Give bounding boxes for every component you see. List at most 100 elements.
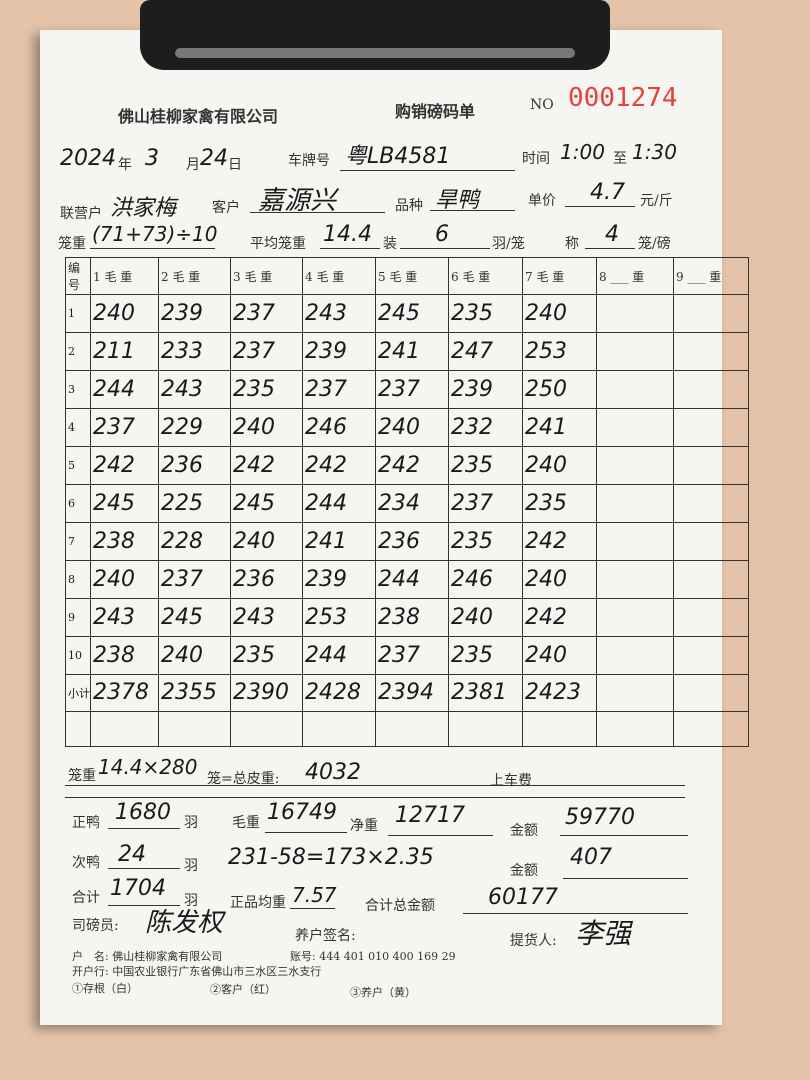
scale-value: 4 — [605, 222, 619, 247]
good-duck-label: 正鸭 — [72, 815, 100, 831]
clipboard-clip — [140, 0, 610, 70]
weight-cell — [596, 522, 674, 561]
weight-cell: 238 — [375, 598, 449, 637]
weight-cell: 244 — [302, 636, 376, 675]
weight-cell: 240 — [158, 636, 231, 675]
weight-cell: 235 — [230, 370, 303, 409]
amount-label-1: 金额 — [510, 823, 538, 839]
weight-cell — [673, 446, 749, 485]
weight-cell: 240 — [522, 446, 597, 485]
weight-cell — [673, 598, 749, 637]
weight-cell — [673, 370, 749, 409]
cage-weight-value: (71+73)÷10 — [92, 222, 218, 246]
picker-label: 提货人: — [510, 933, 557, 949]
variety-value: 旱鸭 — [435, 188, 480, 213]
weight-cell: 242 — [230, 446, 303, 485]
time-label: 时间 — [522, 151, 550, 167]
time-to: 1:30 — [632, 140, 677, 164]
table-row — [65, 711, 749, 747]
row-number: 6 — [65, 484, 91, 523]
weight-cell: 2390 — [230, 674, 303, 712]
row-number: 5 — [65, 446, 91, 485]
weight-cell: 240 — [90, 294, 159, 333]
plate-value: 粤LB4581 — [345, 144, 451, 169]
price-value: 4.7 — [590, 180, 625, 205]
table-row: 3 244 243 235 237 237 239 250 — [65, 370, 749, 409]
weight-cell — [302, 711, 376, 747]
weight-cell — [673, 484, 749, 523]
account-name: 户 名: 佛山桂柳家禽有限公司 — [72, 950, 223, 963]
day-label: 日 — [228, 157, 242, 173]
total-label: 合计 — [72, 890, 100, 906]
weight-cell: 244 — [302, 484, 376, 523]
weight-cell: 242 — [522, 522, 597, 561]
tare-mid-label: 笼=总皮重: — [207, 771, 280, 787]
weight-cell — [375, 711, 449, 747]
weight-cell — [673, 294, 749, 333]
total-value: 1704 — [110, 876, 166, 901]
weight-cell: 237 — [375, 370, 449, 409]
year-value: 2024 — [60, 146, 116, 171]
weight-cell: 250 — [522, 370, 597, 409]
avg-weight-value: 7.57 — [292, 883, 337, 907]
company-name: 佛山桂柳家禽有限公司 — [118, 107, 279, 126]
weight-cell: 240 — [448, 598, 523, 637]
load-unit: 羽/笼 — [492, 236, 525, 252]
weight-cell: 240 — [230, 408, 303, 447]
weight-cell: 2428 — [302, 674, 376, 712]
plate-label: 车牌号 — [288, 153, 330, 169]
weight-cell: 247 — [448, 332, 523, 371]
scale-label: 称 — [565, 236, 579, 252]
weight-cell: 237 — [230, 332, 303, 371]
year-label: 年 — [118, 157, 132, 173]
weight-cell: 239 — [302, 332, 376, 371]
weight-cell: 240 — [522, 636, 597, 675]
weight-cell: 246 — [302, 408, 376, 447]
weight-cell: 253 — [522, 332, 597, 371]
weight-cell: 237 — [230, 294, 303, 333]
weigher-signature: 陈发权 — [145, 908, 224, 938]
weight-cell — [596, 332, 674, 371]
weight-cell: 235 — [448, 636, 523, 675]
weight-cell — [673, 408, 749, 447]
weight-cell: 240 — [230, 522, 303, 561]
weight-cell — [596, 294, 674, 333]
account-number: 账号: 444 401 010 400 169 29 — [290, 950, 456, 963]
form-title: 购销磅码单 — [395, 102, 476, 121]
weight-cell — [596, 484, 674, 523]
day-value: 24 — [200, 146, 228, 171]
weight-cell — [596, 711, 674, 747]
weight-cell: 235 — [448, 446, 523, 485]
subtotal-row: 小计 2378 2355 2390 2428 2394 2381 2423 — [65, 674, 749, 712]
weight-cell: 235 — [448, 522, 523, 561]
column-header: 4 毛 重 — [302, 257, 376, 295]
weight-cell: 242 — [302, 446, 376, 485]
weight-cell — [596, 560, 674, 599]
row-number: 1 — [65, 294, 91, 333]
good-duck-value: 1680 — [115, 800, 171, 825]
weight-cell: 239 — [302, 560, 376, 599]
column-header: 编号 — [65, 257, 91, 295]
row-number: 3 — [65, 370, 91, 409]
weight-cell: 237 — [90, 408, 159, 447]
weight-cell — [673, 674, 749, 712]
row-number — [65, 711, 91, 747]
table-row: 1 240 239 237 243 245 235 240 — [65, 294, 749, 333]
weight-cell — [596, 370, 674, 409]
weight-cell: 244 — [375, 560, 449, 599]
row-number: 2 — [65, 332, 91, 371]
weight-cell: 243 — [230, 598, 303, 637]
second-duck-label: 次鸭 — [72, 855, 100, 871]
weight-cell — [596, 446, 674, 485]
month-value: 3 — [145, 146, 159, 171]
weight-cell: 245 — [230, 484, 303, 523]
weight-cell: 2423 — [522, 674, 597, 712]
serial-number: 0001274 — [568, 83, 678, 113]
weight-cell — [596, 598, 674, 637]
weight-cell: 211 — [90, 332, 159, 371]
loading-fee-label: 上车费 — [490, 773, 532, 789]
weight-cell — [673, 636, 749, 675]
table-row: 8 240 237 236 239 244 246 240 — [65, 560, 749, 599]
weight-cell — [673, 711, 749, 747]
